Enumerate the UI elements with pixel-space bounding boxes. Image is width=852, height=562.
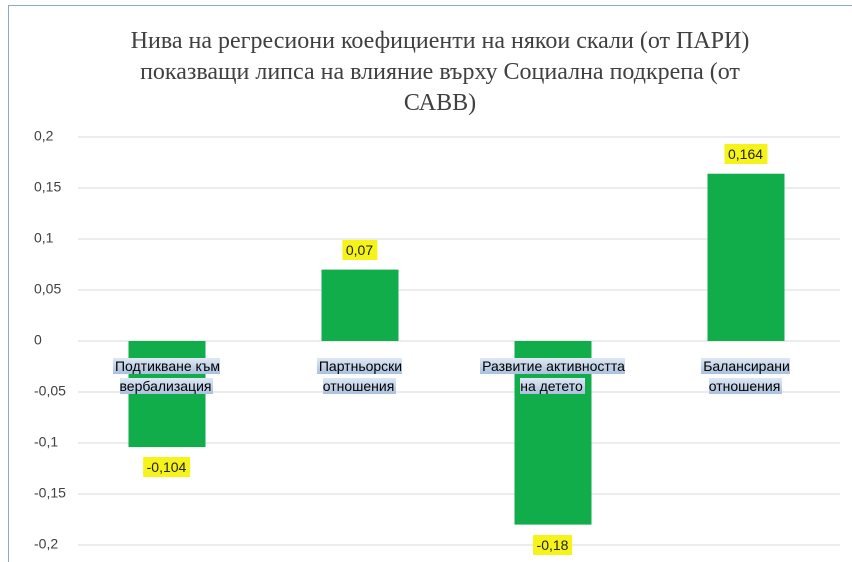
x-tick-label-text: Партньорски отношения [316,358,403,394]
x-tick-label-text: Развитие активността на детето [480,358,625,394]
y-tick-label: -0,2 [34,536,58,552]
y-tick-label: -0,1 [34,434,58,450]
bar [707,173,785,341]
x-tick-label: Подтикване към вербализация [92,356,242,396]
y-tick-label: 0,15 [34,179,61,195]
chart-title: Нива на регресиони коефициенти на някои … [130,28,750,116]
x-tick-label-text: Балансирани отношения [701,358,790,394]
x-tick-label: Развитие активността на детето [478,356,628,396]
y-tick-label: 0,2 [34,128,54,144]
y-tick-label: 0,1 [34,230,54,246]
value-label: 0,07 [341,239,378,260]
value-label: 0,164 [723,143,768,164]
y-tick-label: 0,05 [34,281,61,297]
bar [321,269,399,341]
chart-frame [8,5,852,562]
value-label: -0,104 [142,457,191,478]
x-tick-label: Балансирани отношения [671,356,821,396]
value-label: -0,18 [532,534,573,555]
y-tick-label: -0,05 [34,383,66,399]
x-tick-label-text: Подтикване към вербализация [112,358,221,394]
y-tick-label: 0 [34,332,42,348]
x-tick-label: Партньорски отношения [285,356,435,396]
y-tick-label: -0,15 [34,485,66,501]
